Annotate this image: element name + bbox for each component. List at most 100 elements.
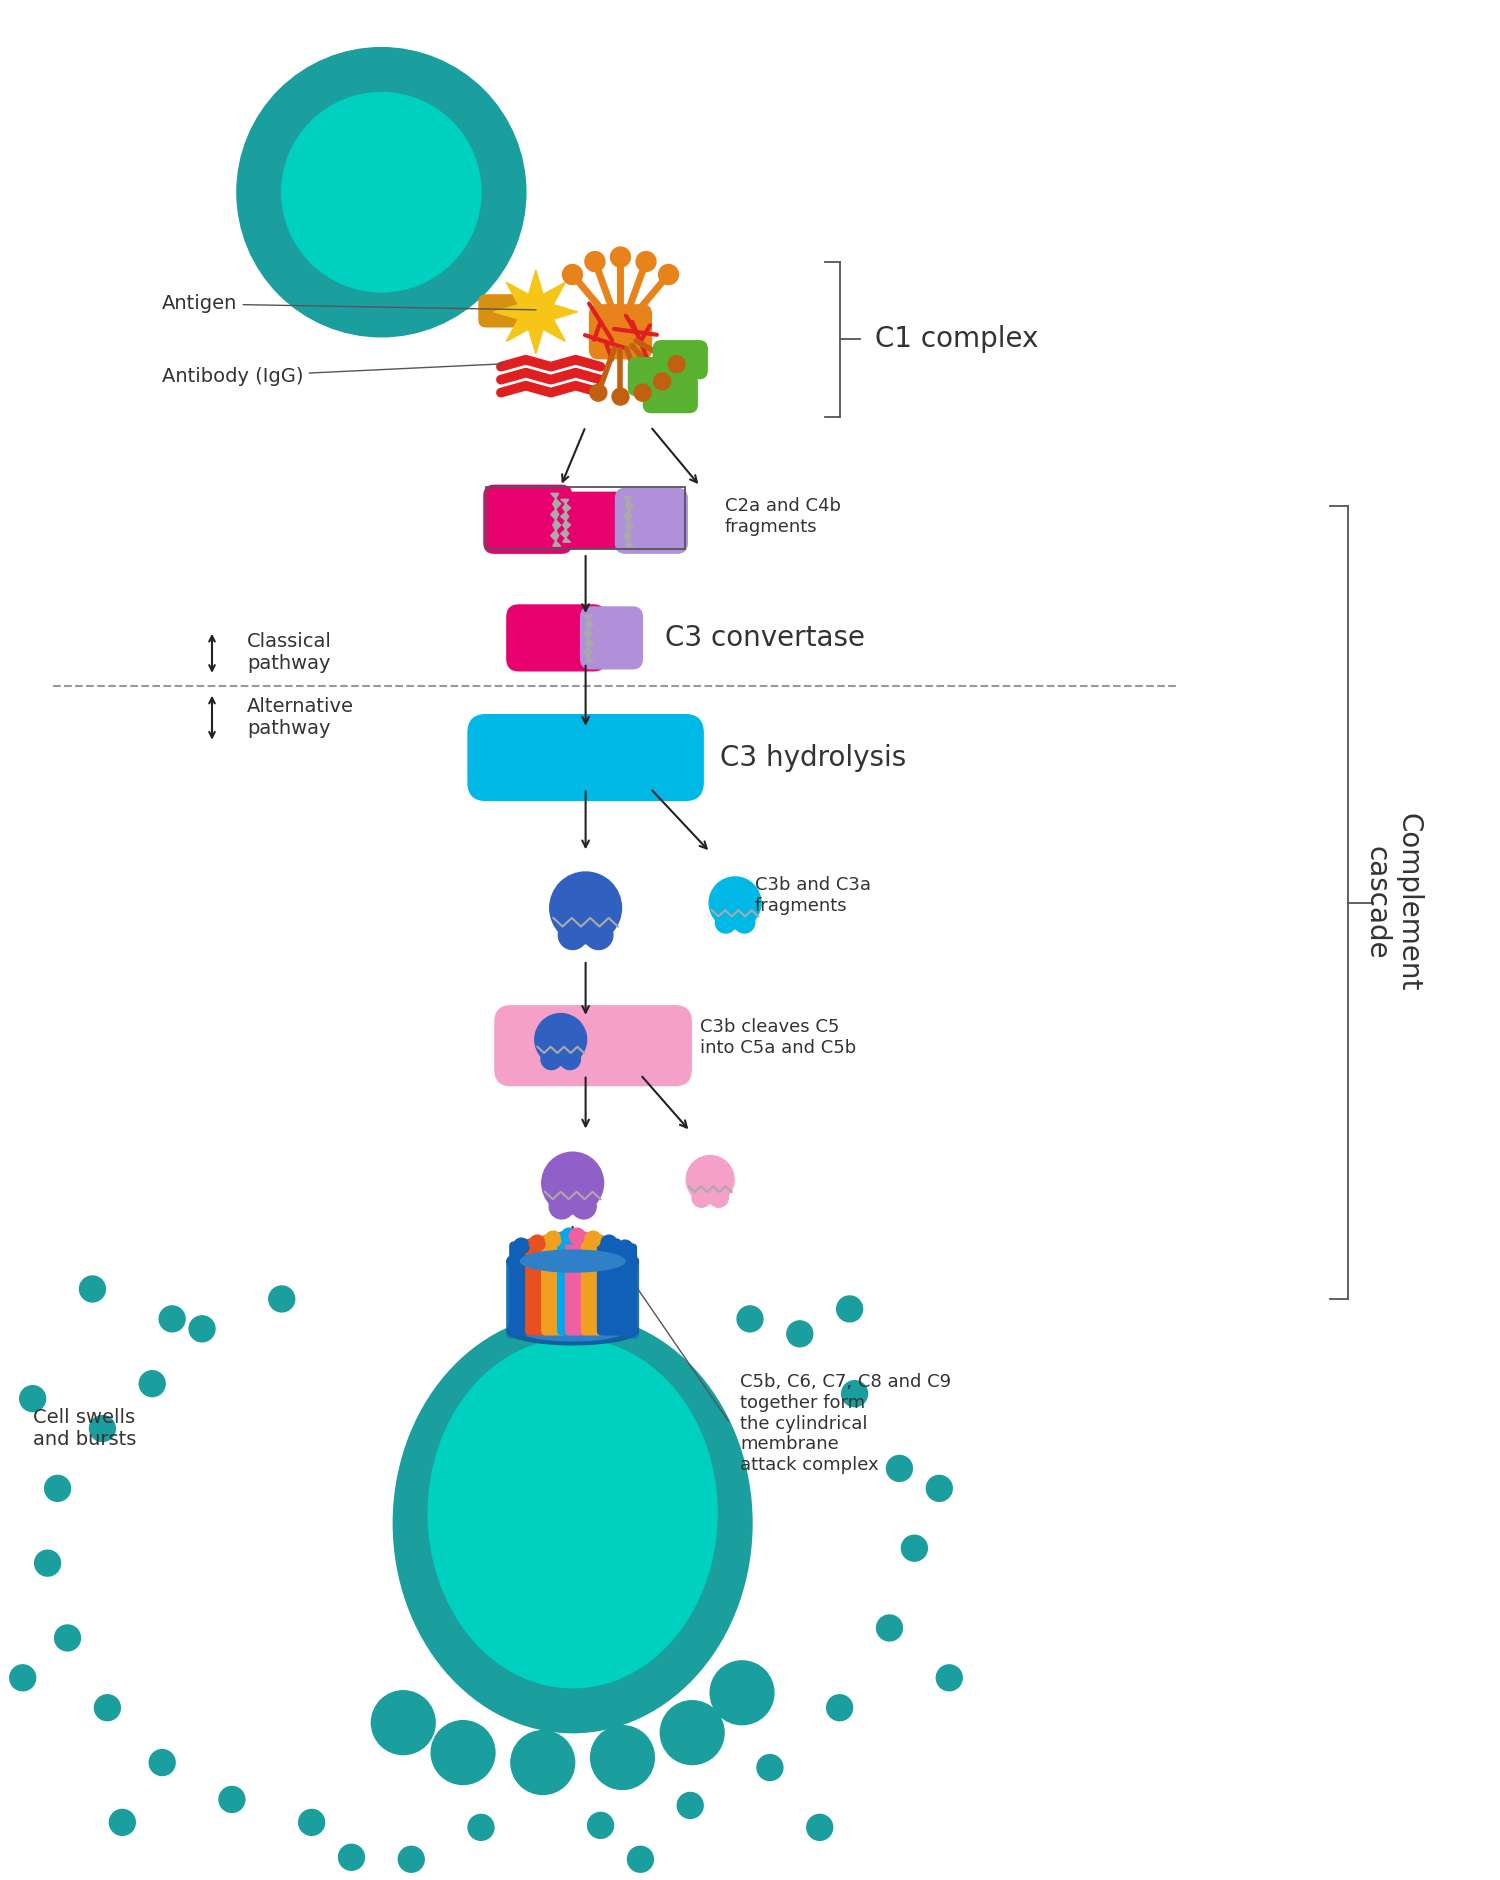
Circle shape: [159, 1307, 184, 1331]
Text: Alternative
pathway: Alternative pathway: [248, 697, 354, 739]
Circle shape: [148, 1750, 176, 1775]
Circle shape: [710, 1660, 774, 1724]
Circle shape: [591, 1726, 654, 1790]
Ellipse shape: [393, 1314, 752, 1733]
Circle shape: [513, 1239, 529, 1254]
Text: C2a and C4b
fragments: C2a and C4b fragments: [724, 496, 842, 536]
Circle shape: [189, 1316, 214, 1342]
Circle shape: [678, 1792, 703, 1818]
Circle shape: [758, 1754, 783, 1780]
FancyBboxPatch shape: [507, 605, 606, 671]
Circle shape: [399, 1846, 424, 1872]
Circle shape: [10, 1666, 36, 1690]
Text: Complement
cascade: Complement cascade: [1362, 814, 1424, 993]
FancyBboxPatch shape: [597, 1239, 621, 1335]
FancyBboxPatch shape: [510, 1243, 532, 1335]
Circle shape: [710, 1188, 729, 1207]
FancyBboxPatch shape: [554, 493, 624, 549]
Circle shape: [468, 1814, 494, 1841]
Circle shape: [140, 1371, 165, 1397]
Circle shape: [634, 384, 651, 400]
FancyBboxPatch shape: [582, 1235, 604, 1335]
Circle shape: [542, 1049, 561, 1070]
Circle shape: [837, 1295, 862, 1322]
FancyBboxPatch shape: [644, 374, 698, 412]
Text: C3 convertase: C3 convertase: [666, 624, 865, 652]
Circle shape: [219, 1786, 245, 1812]
FancyBboxPatch shape: [566, 1231, 588, 1335]
Polygon shape: [550, 493, 561, 547]
FancyBboxPatch shape: [526, 1239, 549, 1335]
FancyBboxPatch shape: [495, 1006, 692, 1085]
Circle shape: [430, 1720, 495, 1784]
FancyBboxPatch shape: [558, 1231, 580, 1335]
Circle shape: [268, 1286, 294, 1312]
Circle shape: [710, 876, 760, 929]
Circle shape: [612, 387, 628, 404]
Text: Cell swells
and bursts: Cell swells and bursts: [33, 1408, 136, 1449]
FancyBboxPatch shape: [615, 489, 687, 553]
Ellipse shape: [520, 1250, 626, 1273]
Ellipse shape: [507, 1316, 639, 1344]
Polygon shape: [494, 271, 578, 353]
Circle shape: [549, 872, 621, 944]
Circle shape: [590, 384, 608, 400]
Circle shape: [734, 912, 754, 932]
Circle shape: [530, 1235, 546, 1250]
Text: C3b and C3a
fragments: C3b and C3a fragments: [754, 876, 872, 914]
FancyBboxPatch shape: [478, 295, 536, 327]
FancyBboxPatch shape: [580, 607, 642, 669]
Circle shape: [546, 1231, 561, 1246]
Circle shape: [572, 1194, 596, 1218]
Circle shape: [90, 1416, 116, 1442]
Circle shape: [654, 372, 670, 389]
Circle shape: [788, 1322, 813, 1346]
Ellipse shape: [520, 1322, 626, 1340]
Ellipse shape: [507, 1245, 639, 1277]
Circle shape: [686, 1156, 734, 1203]
FancyBboxPatch shape: [614, 1245, 636, 1335]
Circle shape: [668, 355, 686, 372]
Circle shape: [588, 1812, 613, 1839]
FancyBboxPatch shape: [590, 305, 651, 359]
Circle shape: [20, 1386, 45, 1412]
Circle shape: [842, 1380, 867, 1406]
Circle shape: [627, 1846, 654, 1872]
FancyBboxPatch shape: [628, 357, 682, 395]
Circle shape: [716, 912, 736, 932]
Circle shape: [927, 1476, 952, 1502]
Polygon shape: [584, 615, 594, 662]
Circle shape: [110, 1809, 135, 1835]
Circle shape: [94, 1694, 120, 1720]
Circle shape: [602, 1235, 616, 1250]
Circle shape: [584, 921, 614, 949]
Text: C1 complex: C1 complex: [874, 325, 1038, 353]
Circle shape: [636, 252, 656, 271]
Circle shape: [827, 1694, 852, 1720]
Circle shape: [549, 1194, 574, 1218]
Circle shape: [282, 92, 482, 291]
Circle shape: [34, 1551, 60, 1575]
Circle shape: [54, 1624, 81, 1651]
FancyBboxPatch shape: [654, 340, 706, 378]
Text: Classical
pathway: Classical pathway: [248, 632, 332, 673]
Ellipse shape: [427, 1339, 717, 1688]
Circle shape: [512, 1731, 574, 1795]
Circle shape: [660, 1701, 724, 1765]
Circle shape: [237, 47, 526, 337]
Circle shape: [807, 1814, 832, 1841]
Text: C3 hydrolysis: C3 hydrolysis: [720, 744, 906, 771]
Circle shape: [736, 1307, 764, 1331]
Circle shape: [560, 1049, 580, 1070]
Circle shape: [339, 1844, 364, 1871]
FancyBboxPatch shape: [542, 1235, 564, 1335]
Text: C3b cleaves C5
into C5a and C5b: C3b cleaves C5 into C5a and C5b: [700, 1019, 856, 1057]
Text: Antigen: Antigen: [162, 295, 536, 314]
Circle shape: [80, 1277, 105, 1303]
Circle shape: [562, 265, 582, 284]
Circle shape: [561, 1228, 578, 1245]
Circle shape: [536, 1013, 586, 1066]
Polygon shape: [561, 500, 570, 541]
Circle shape: [610, 246, 630, 267]
Circle shape: [45, 1476, 70, 1502]
